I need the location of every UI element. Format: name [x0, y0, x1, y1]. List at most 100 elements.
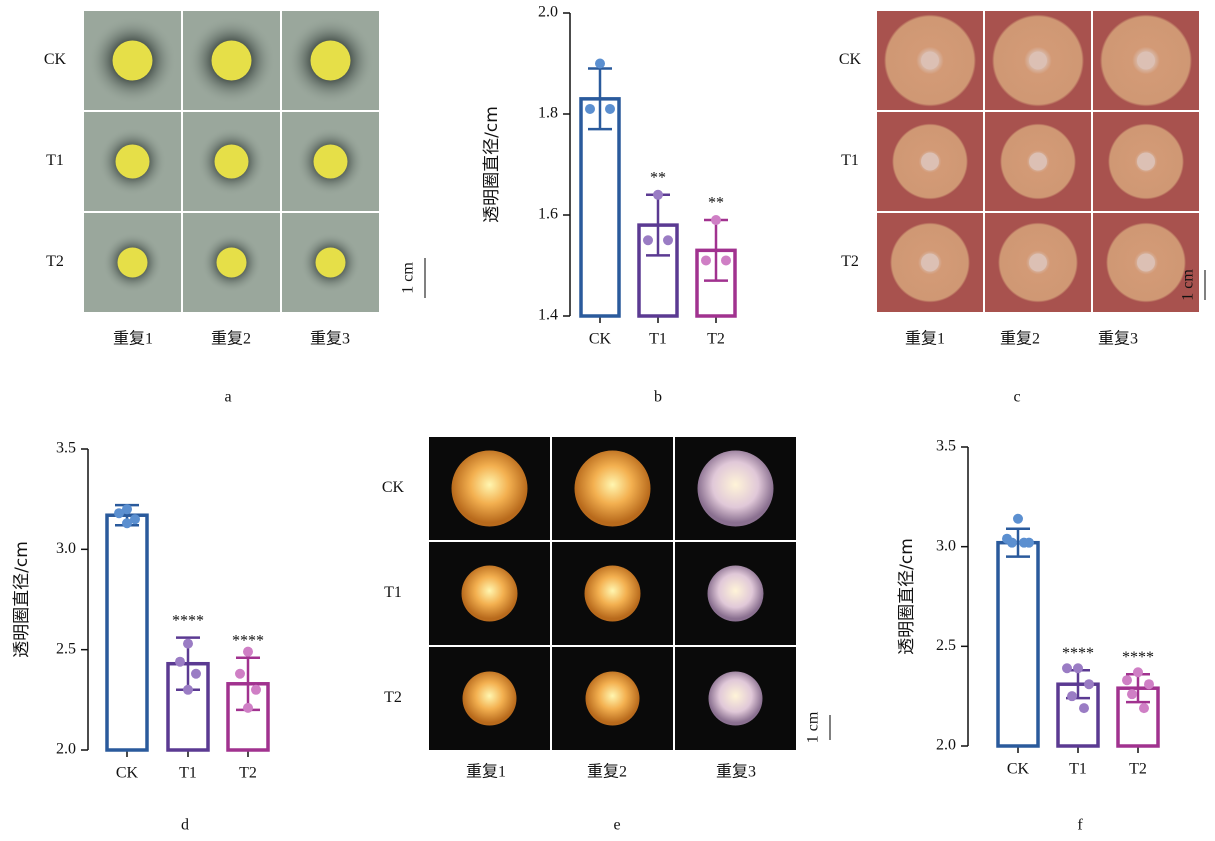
y-tick-label: 2.0: [538, 4, 558, 21]
data-point: [1067, 691, 1077, 701]
x-tick-label: CK: [1007, 761, 1030, 778]
column-label: 重复3: [310, 330, 350, 348]
colony: [1137, 153, 1155, 171]
panel-label: c: [1013, 389, 1020, 406]
column-label: 重复2: [587, 763, 627, 781]
data-point: [595, 59, 605, 69]
x-tick-label: T2: [239, 765, 257, 782]
significance: ****: [232, 632, 264, 649]
panel-label: f: [1077, 817, 1083, 834]
y-axis-label: 透明圈直径/cm: [482, 106, 502, 223]
y-tick-label: 1.4: [538, 307, 558, 324]
panel-label: d: [181, 817, 189, 834]
colony: [212, 41, 252, 81]
column-label: 重复3: [1098, 330, 1138, 348]
colony: [1137, 254, 1155, 272]
significance: **: [708, 195, 724, 212]
colony: [921, 153, 939, 171]
data-point: [1013, 514, 1023, 524]
data-point: [1139, 703, 1149, 713]
y-tick-label: 3.5: [56, 440, 76, 457]
column-label: 重复2: [211, 330, 251, 348]
data-point: [243, 703, 253, 713]
colony: [316, 248, 346, 278]
data-point: [1062, 663, 1072, 673]
data-point: [1122, 675, 1132, 685]
y-tick-label: 2.5: [936, 637, 956, 654]
row-label: T1: [384, 584, 402, 601]
y-tick-label: 1.6: [538, 206, 558, 223]
significance: ****: [1062, 645, 1094, 662]
colony: [215, 145, 249, 179]
data-point: [1073, 663, 1083, 673]
scale-label: 1 cm: [400, 262, 417, 294]
figure: CK T1 T2 重复1 重复2 重复3 1 cm a CK T1 T2 重复1 重复2 重复3 1 cm c…: [0, 0, 1215, 836]
significance: ****: [1122, 649, 1154, 666]
x-tick-label: CK: [116, 765, 139, 782]
colony: [118, 248, 148, 278]
colony: [709, 672, 763, 726]
colony: [452, 451, 528, 527]
x-tick-label: T1: [649, 331, 667, 348]
scale-label: 1 cm: [1180, 269, 1197, 301]
y-tick-label: 2.0: [936, 737, 956, 754]
y-tick-label: 3.0: [936, 537, 956, 554]
data-point: [1127, 689, 1137, 699]
bar: [581, 99, 619, 316]
row-label: CK: [382, 479, 405, 496]
colony: [575, 451, 651, 527]
y-tick-label: 1.8: [538, 105, 558, 122]
data-point: [183, 685, 193, 695]
data-point: [122, 518, 132, 528]
significance: ****: [172, 612, 204, 629]
panel-label: e: [613, 817, 620, 834]
data-point: [183, 639, 193, 649]
column-label: 重复1: [905, 330, 945, 348]
row-label: T2: [841, 253, 859, 270]
data-point: [251, 685, 261, 695]
bar: [107, 515, 147, 750]
colony: [113, 41, 153, 81]
data-point: [235, 669, 245, 679]
row-label: CK: [839, 51, 862, 68]
scale-label: 1 cm: [805, 711, 822, 743]
y-tick-label: 3.0: [56, 540, 76, 557]
y-tick-label: 3.5: [936, 438, 956, 455]
colony: [585, 566, 641, 622]
y-tick-label: 2.5: [56, 640, 76, 657]
row-label: T2: [46, 253, 64, 270]
colony: [1029, 153, 1047, 171]
y-axis-label: 透明圈直径/cm: [12, 541, 32, 658]
data-point: [653, 190, 663, 200]
panel-label: a: [224, 389, 231, 406]
colony: [116, 145, 150, 179]
data-point: [1084, 679, 1094, 689]
colony: [314, 145, 348, 179]
colony: [921, 254, 939, 272]
x-tick-label: T2: [1129, 761, 1147, 778]
row-label: T1: [841, 152, 859, 169]
colony: [217, 248, 247, 278]
x-tick-label: CK: [589, 331, 612, 348]
colony: [462, 566, 518, 622]
data-point: [191, 669, 201, 679]
x-tick-label: T2: [707, 331, 725, 348]
data-point: [701, 255, 711, 265]
column-label: 重复1: [466, 763, 506, 781]
data-point: [643, 235, 653, 245]
colony: [463, 672, 517, 726]
data-point: [605, 104, 615, 114]
column-label: 重复1: [113, 330, 153, 348]
y-axis-label: 透明圈直径/cm: [897, 538, 917, 655]
data-point: [1007, 538, 1017, 548]
bar: [998, 543, 1038, 746]
colony: [698, 451, 774, 527]
colony: [1029, 52, 1047, 70]
data-point: [1019, 538, 1029, 548]
row-label: T2: [384, 689, 402, 706]
data-point: [1133, 667, 1143, 677]
x-tick-label: T1: [179, 765, 197, 782]
colony: [586, 672, 640, 726]
row-label: CK: [44, 51, 67, 68]
y-tick-label: 2.0: [56, 741, 76, 758]
